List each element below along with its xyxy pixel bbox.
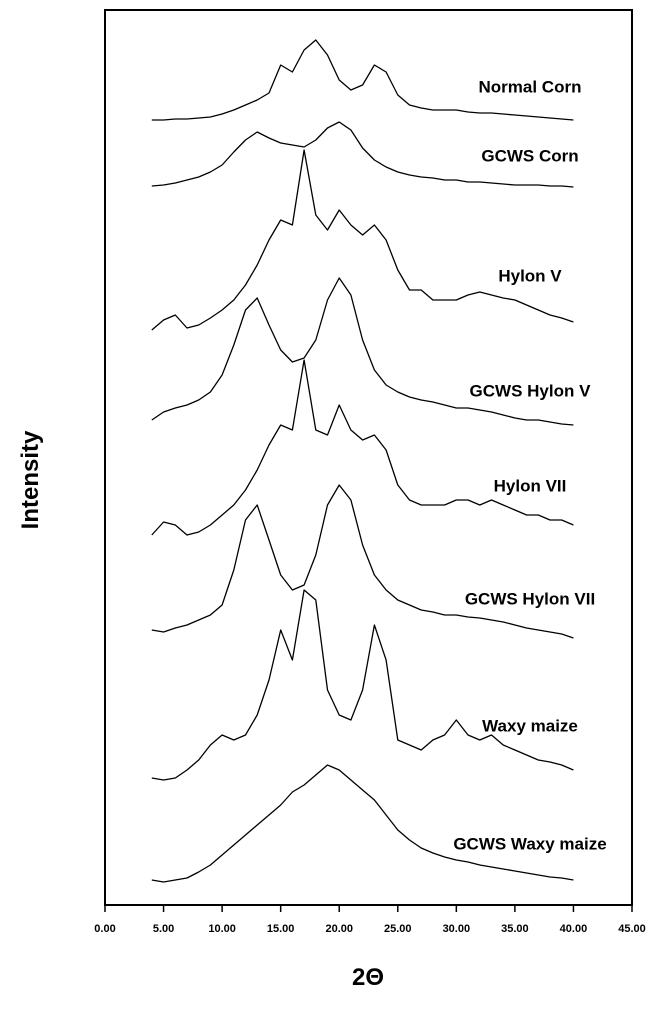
x-tick-label: 15.00	[267, 923, 295, 935]
series-label: Waxy maize	[482, 716, 578, 735]
trace	[151, 277, 574, 426]
x-tick-label: 40.00	[560, 923, 588, 935]
x-tick-label: 20.00	[325, 923, 353, 935]
series-label: Hylon VII	[494, 476, 567, 495]
x-axis-label: 2Θ	[352, 964, 384, 991]
x-tick-label: 25.00	[384, 923, 412, 935]
x-tick-label: 5.00	[153, 923, 174, 935]
trace	[151, 121, 574, 188]
trace	[151, 484, 574, 639]
trace	[151, 39, 574, 121]
series-label: GCWS Hylon V	[470, 381, 592, 400]
x-tick-label: 0.00	[94, 923, 115, 935]
series-label: Hylon V	[498, 266, 562, 285]
series-label: GCWS Hylon VII	[465, 589, 595, 608]
series-label: GCWS Corn	[481, 146, 578, 165]
trace	[151, 359, 574, 536]
series-label: GCWS Waxy maize	[453, 834, 606, 853]
x-tick-label: 45.00	[618, 923, 646, 935]
plot-frame	[104, 9, 633, 906]
y-axis-label: Intensity	[17, 430, 44, 529]
x-tick-label: 30.00	[443, 923, 471, 935]
x-tick-label: 35.00	[501, 923, 529, 935]
trace	[151, 589, 574, 781]
trace	[151, 764, 574, 883]
series-label: Normal Corn	[479, 77, 582, 96]
trace	[151, 149, 574, 331]
x-tick-label: 10.00	[208, 923, 236, 935]
